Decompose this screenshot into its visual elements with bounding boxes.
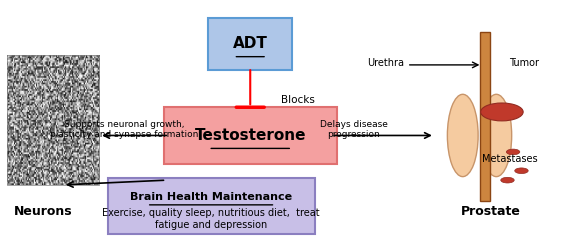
Circle shape [501,177,514,183]
Circle shape [515,168,528,174]
Circle shape [506,149,520,155]
Text: Urethra: Urethra [367,58,404,68]
Text: Neurons: Neurons [14,205,72,218]
FancyBboxPatch shape [209,18,292,69]
FancyBboxPatch shape [108,178,315,234]
Text: Testosterone: Testosterone [194,128,306,143]
Text: ADT: ADT [233,36,268,51]
Circle shape [481,103,523,121]
Ellipse shape [481,94,511,177]
Text: Metastases: Metastases [482,154,538,164]
Text: Brain Health Maintenance: Brain Health Maintenance [130,192,292,202]
Ellipse shape [447,94,478,177]
Text: Blocks: Blocks [281,95,315,105]
Bar [7,55,99,185]
Text: Tumor: Tumor [509,58,540,68]
FancyBboxPatch shape [164,107,337,164]
Text: Prostate: Prostate [461,205,520,218]
Text: Delays disease
progression: Delays disease progression [320,120,388,139]
Bar [479,32,490,201]
Text: Supports neuronal growth,
plasticity and synapse formation: Supports neuronal growth, plasticity and… [50,120,198,139]
Text: Exercise, quality sleep, nutritious diet,  treat
fatigue and depression: Exercise, quality sleep, nutritious diet… [102,208,320,230]
